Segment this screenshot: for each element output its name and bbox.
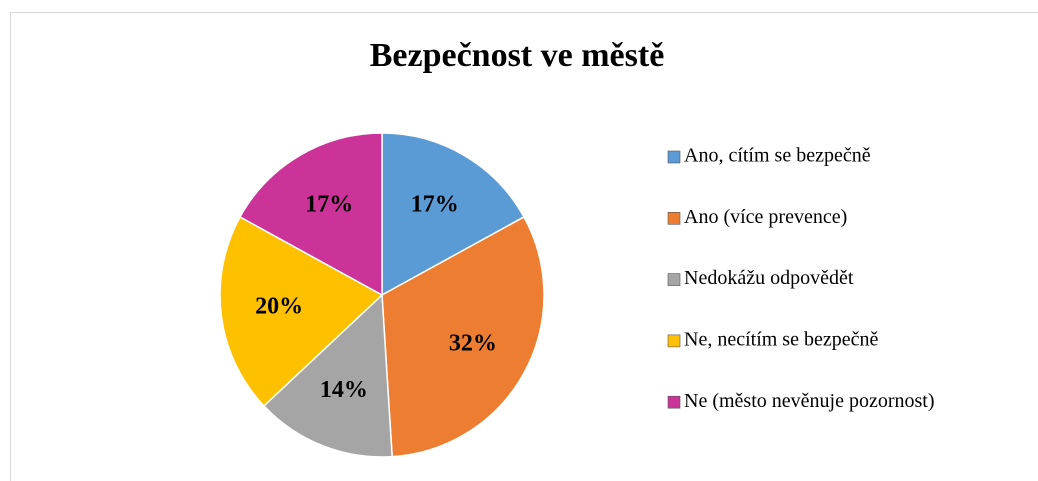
pie-slice bbox=[262, 293, 393, 458]
legend-swatch bbox=[667, 395, 681, 409]
legend-swatch bbox=[667, 150, 681, 164]
legend-label: Ano (více prevence) bbox=[684, 206, 847, 228]
pie-slice bbox=[239, 132, 383, 297]
legend-swatch bbox=[667, 212, 681, 225]
data-label: 14% bbox=[320, 377, 368, 403]
legend-label: Nedokážu odpovědět bbox=[684, 267, 854, 289]
data-label: 17% bbox=[305, 191, 353, 217]
data-label: 32% bbox=[449, 330, 497, 356]
legend-swatch bbox=[667, 273, 681, 286]
legend-swatch bbox=[667, 334, 681, 348]
pie-slice bbox=[381, 132, 525, 297]
legend-label: Ano, cítím se bezpečně bbox=[684, 145, 871, 167]
legend-label: Ne, necítím se bezpečně bbox=[684, 328, 878, 350]
chart-title: Bezpečnost ve městě bbox=[370, 37, 665, 74]
data-label: 20% bbox=[255, 293, 303, 319]
legend-label: Ne (město nevěnuje pozornost) bbox=[684, 390, 934, 412]
pie-slice bbox=[381, 215, 545, 458]
pie-slice bbox=[219, 215, 384, 407]
data-label: 17% bbox=[411, 191, 459, 217]
